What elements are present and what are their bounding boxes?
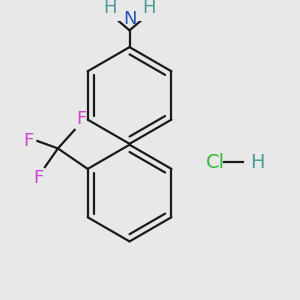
Text: F: F xyxy=(33,169,43,187)
Text: F: F xyxy=(23,132,34,150)
Text: F: F xyxy=(76,110,87,128)
Text: H: H xyxy=(142,0,156,17)
Text: N: N xyxy=(123,10,136,28)
Text: Cl: Cl xyxy=(206,153,225,172)
Text: H: H xyxy=(250,153,265,172)
Text: H: H xyxy=(103,0,117,17)
